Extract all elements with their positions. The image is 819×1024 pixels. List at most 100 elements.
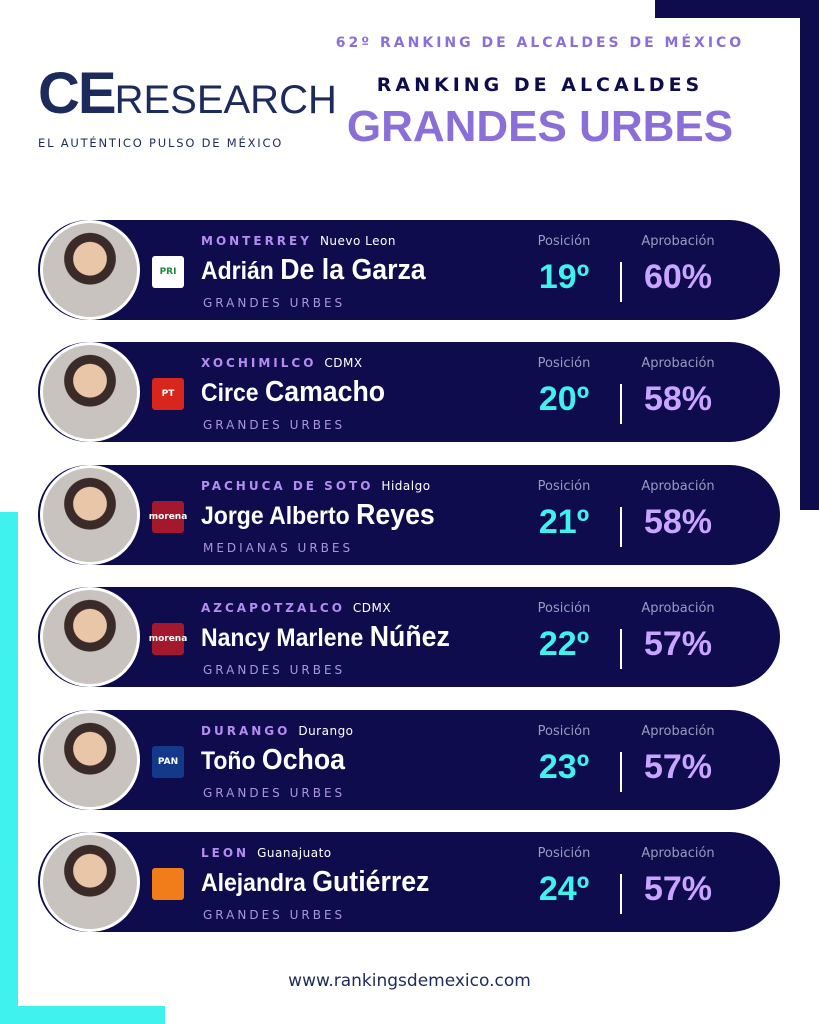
party-logo: morena [149, 500, 187, 533]
state: CDMX [352, 601, 392, 616]
approval-label: Aprobación [641, 601, 715, 617]
ranking-row: morena AZCAPOTZALCO CDMX Nancy Marlene Núñez… [38, 587, 780, 688]
candidate-photo [40, 709, 140, 810]
logo-research: RESEARCH [114, 78, 337, 122]
title: GRANDES URBES [346, 102, 734, 151]
candidate-name: Jorge Alberto Reyes [201, 499, 435, 532]
position-label: Posición [537, 601, 591, 617]
location: MONTERREY Nuevo Leon [201, 234, 396, 248]
ranking-row: LEON Guanajuato Alejandra Gutiérrez GRANDES … [38, 832, 780, 932]
subtitle: RANKING DE ALCALDES [376, 74, 704, 96]
candidate-photo [40, 342, 140, 443]
candidate-name: Alejandra Gutiérrez [201, 866, 429, 899]
candidate-name: Circe Camacho [201, 376, 385, 409]
location: XOCHIMILCO CDMX [201, 356, 363, 370]
divider [620, 629, 622, 670]
approval: 58% [643, 380, 713, 419]
position: 20º [538, 380, 590, 419]
party-logo [152, 868, 184, 900]
approval: 57% [643, 625, 713, 664]
edition: 62º RANKING DE ALCALDES DE MÉXICO [335, 35, 745, 51]
location: LEON Guanajuato [201, 846, 332, 860]
approval: 57% [643, 870, 713, 908]
divider [620, 262, 622, 302]
first-name: Jorge Alberto [201, 501, 350, 530]
approval-label: Aprobación [641, 723, 715, 739]
ranking-row: PAN DURANGO Durango Toño Ochoa GRANDES URBES P… [38, 709, 780, 810]
first-name: Adrián [201, 257, 274, 285]
ranking-row: morena PACHUCA DE SOTO Hidalgo Jorge Albert… [38, 464, 780, 565]
approval-label: Aprobación [641, 478, 715, 494]
position-label: Posición [537, 846, 591, 861]
frame-bottom [0, 1006, 165, 1024]
party-logo: morena [149, 623, 187, 656]
candidate-photo [40, 832, 140, 932]
candidate-name: Adrián De la Garza [201, 254, 426, 287]
last-name: Reyes [356, 498, 435, 531]
divider [620, 384, 622, 425]
category: GRANDES URBES [203, 785, 346, 800]
first-name: Nancy Marlene [201, 624, 364, 653]
approval-label: Aprobación [641, 846, 715, 861]
last-name: Gutiérrez [312, 866, 430, 898]
city: LEON [201, 846, 250, 860]
position: 24º [538, 870, 590, 908]
party-logo: PAN [152, 745, 184, 778]
position-label: Posición [537, 356, 591, 372]
position-label: Posición [537, 234, 591, 249]
first-name: Circe [201, 379, 259, 408]
last-name: Ochoa [261, 743, 345, 776]
approval: 58% [643, 502, 713, 541]
frame-top [655, 0, 819, 18]
candidate-name: Toño Ochoa [201, 744, 345, 777]
candidate-photo [40, 587, 140, 688]
approval: 57% [643, 747, 713, 786]
ranking-row: PRI MONTERREY Nuevo Leon Adrián De la Garza G… [38, 220, 780, 320]
candidate-photo [40, 220, 140, 320]
city: DURANGO [201, 723, 291, 738]
position: 23º [538, 747, 590, 786]
category: GRANDES URBES [203, 908, 346, 922]
position: 19º [538, 258, 590, 296]
divider [620, 874, 622, 914]
last-name: Núñez [369, 621, 450, 654]
divider [620, 751, 622, 792]
category: GRANDES URBES [203, 296, 346, 310]
state: Hidalgo [381, 478, 431, 493]
city: XOCHIMILCO [201, 356, 317, 371]
category: MEDIANAS URBES [203, 540, 354, 555]
category: GRANDES URBES [203, 418, 346, 433]
category: GRANDES URBES [203, 663, 346, 678]
candidate-name: Nancy Marlene Núñez [201, 621, 450, 654]
approval: 60% [643, 258, 713, 296]
city: MONTERREY [201, 234, 312, 248]
position: 22º [538, 625, 590, 664]
frame-right [800, 0, 819, 510]
location: PACHUCA DE SOTO Hidalgo [201, 479, 431, 493]
state: Nuevo Leon [319, 234, 396, 248]
state: CDMX [324, 356, 363, 371]
position-label: Posición [537, 478, 591, 494]
first-name: Toño [201, 746, 256, 775]
approval-label: Aprobación [641, 234, 715, 249]
position: 21º [538, 502, 590, 541]
logo-ce: CE [38, 61, 117, 126]
position-label: Posición [537, 723, 591, 739]
location: AZCAPOTZALCO CDMX [201, 601, 391, 615]
candidate-photo [40, 464, 140, 565]
city: AZCAPOTZALCO [201, 601, 345, 616]
approval-label: Aprobación [641, 356, 715, 372]
party-logo: PT [152, 378, 184, 411]
city: PACHUCA DE SOTO [201, 478, 374, 493]
state: Durango [298, 723, 354, 738]
tagline: EL AUTÉNTICO PULSO DE MÉXICO [38, 136, 284, 150]
ranking-row: PT XOCHIMILCO CDMX Circe Camacho GRANDES URBE… [38, 342, 780, 443]
last-name: De la Garza [280, 254, 426, 286]
last-name: Camacho [264, 376, 386, 409]
party-logo: PRI [152, 256, 184, 288]
footer-url: www.rankingsdemexico.com [288, 971, 531, 991]
state: Guanajuato [257, 846, 332, 860]
divider [620, 506, 622, 547]
location: DURANGO Durango [201, 724, 354, 738]
